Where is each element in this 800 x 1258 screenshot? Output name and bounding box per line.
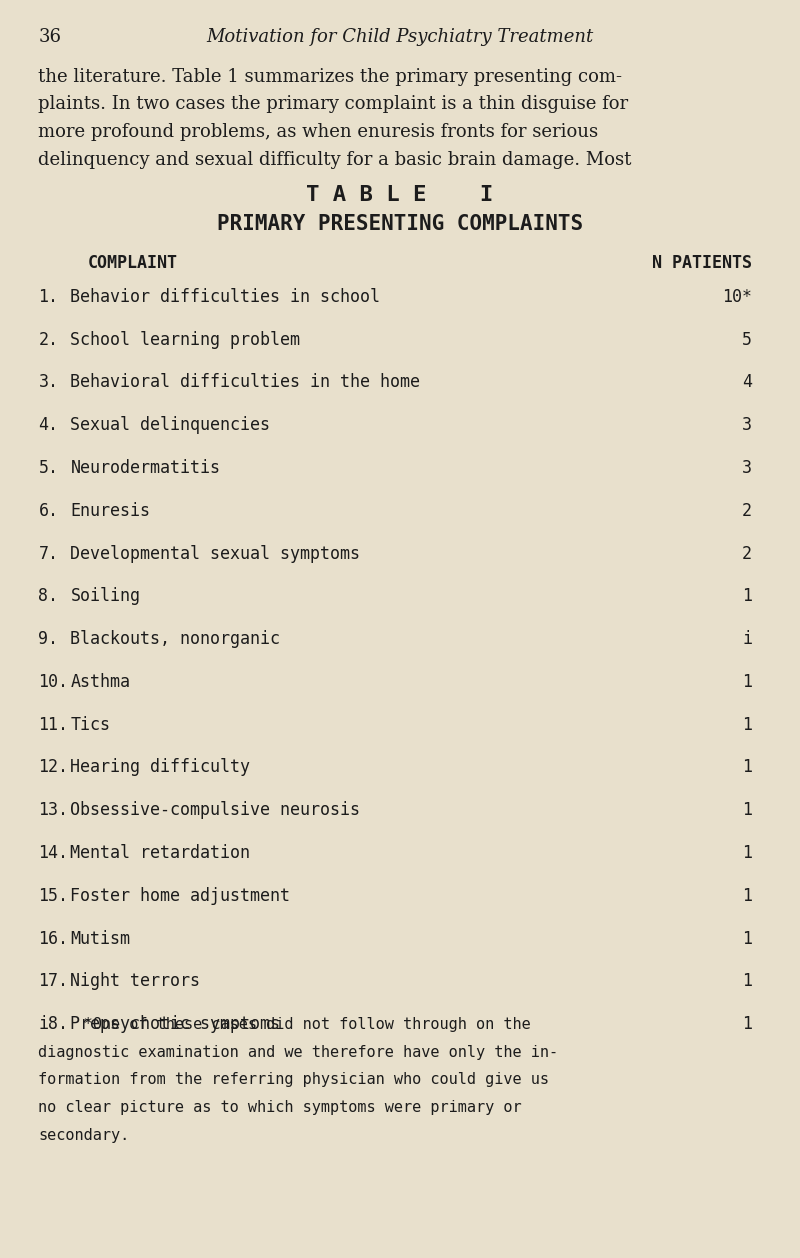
Text: PRIMARY PRESENTING COMPLAINTS: PRIMARY PRESENTING COMPLAINTS [217,214,583,234]
Text: 17.: 17. [38,972,69,990]
Text: 3: 3 [742,416,752,434]
Text: 14.: 14. [38,844,69,862]
Text: Hearing difficulty: Hearing difficulty [70,759,250,776]
Text: 7.: 7. [38,545,58,562]
Text: Neurodermatitis: Neurodermatitis [70,459,220,477]
Text: 2.: 2. [38,331,58,348]
Text: School learning problem: School learning problem [70,331,301,348]
Text: 1: 1 [742,716,752,733]
Text: 16.: 16. [38,930,69,947]
Text: 1.: 1. [38,288,58,306]
Text: 8.: 8. [38,587,58,605]
Text: Mental retardation: Mental retardation [70,844,250,862]
Text: Behavioral difficulties in the home: Behavioral difficulties in the home [70,374,421,391]
Text: Motivation for Child Psychiatry Treatment: Motivation for Child Psychiatry Treatmen… [206,28,594,45]
Text: Prepsychotic symptoms: Prepsychotic symptoms [70,1015,280,1033]
Text: Tics: Tics [70,716,110,733]
Text: 13.: 13. [38,801,69,819]
Text: Obsessive-compulsive neurosis: Obsessive-compulsive neurosis [70,801,360,819]
Text: more profound problems, as when enuresis fronts for serious: more profound problems, as when enuresis… [38,123,598,141]
Text: Soiling: Soiling [70,587,140,605]
Text: 1: 1 [742,759,752,776]
Text: Enuresis: Enuresis [70,502,150,520]
Text: Developmental sexual symptoms: Developmental sexual symptoms [70,545,360,562]
Text: 3: 3 [742,459,752,477]
Text: 5: 5 [742,331,752,348]
Text: 12.: 12. [38,759,69,776]
Text: 10.: 10. [38,673,69,691]
Text: Asthma: Asthma [70,673,130,691]
Text: 5.: 5. [38,459,58,477]
Text: 1: 1 [742,930,752,947]
Text: 11.: 11. [38,716,69,733]
Text: 4.: 4. [38,416,58,434]
Text: i8.: i8. [38,1015,69,1033]
Text: 1: 1 [742,801,752,819]
Text: 9.: 9. [38,630,58,648]
Text: 2: 2 [742,502,752,520]
Text: 1: 1 [742,673,752,691]
Text: Night terrors: Night terrors [70,972,200,990]
Text: COMPLAINT: COMPLAINT [88,254,178,272]
Text: secondary.: secondary. [38,1127,130,1142]
Text: the literature. Table 1 summarizes the primary presenting com-: the literature. Table 1 summarizes the p… [38,68,622,86]
Text: no clear picture as to which symptoms were primary or: no clear picture as to which symptoms we… [38,1099,522,1115]
Text: 3.: 3. [38,374,58,391]
Text: 1: 1 [742,1015,752,1033]
Text: plaints. In two cases the primary complaint is a thin disguise for: plaints. In two cases the primary compla… [38,96,629,113]
Text: diagnostic examination and we therefore have only the in-: diagnostic examination and we therefore … [38,1044,558,1059]
Text: 6.: 6. [38,502,58,520]
Text: 1: 1 [742,587,752,605]
Text: Foster home adjustment: Foster home adjustment [70,887,290,905]
Text: i: i [742,630,752,648]
Text: Behavior difficulties in school: Behavior difficulties in school [70,288,381,306]
Text: 2: 2 [742,545,752,562]
Text: 1: 1 [742,887,752,905]
Text: 4: 4 [742,374,752,391]
Text: T A B L E    I: T A B L E I [306,185,494,205]
Text: Blackouts, nonorganic: Blackouts, nonorganic [70,630,280,648]
Text: Sexual delinquencies: Sexual delinquencies [70,416,270,434]
Text: 1: 1 [742,972,752,990]
Text: delinquency and sexual difficulty for a basic brain damage. Most: delinquency and sexual difficulty for a … [38,151,632,169]
Text: Mutism: Mutism [70,930,130,947]
Text: 15.: 15. [38,887,69,905]
Text: 1: 1 [742,844,752,862]
Text: N PATIENTS: N PATIENTS [652,254,752,272]
Text: formation from the referring physician who could give us: formation from the referring physician w… [38,1072,550,1087]
Text: *One of these cases did not follow through on the: *One of these cases did not follow throu… [38,1016,531,1032]
Text: 36: 36 [38,28,62,45]
Text: 10*: 10* [722,288,752,306]
